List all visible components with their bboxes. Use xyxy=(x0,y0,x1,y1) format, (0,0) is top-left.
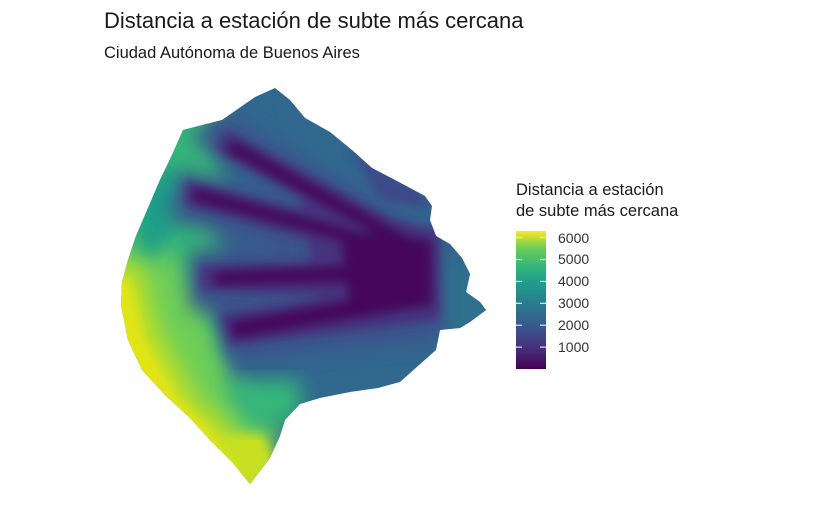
legend-tick-label: 3000 xyxy=(558,295,590,312)
legend: Distancia a estación de subte más cercan… xyxy=(516,180,736,395)
legend-tick-label: 4000 xyxy=(558,273,590,290)
legend-title: Distancia a estación de subte más cercan… xyxy=(516,180,678,222)
map-title: Distancia a estación de subte más cercan… xyxy=(104,8,524,33)
legend-title-line1: Distancia a estación xyxy=(516,181,664,199)
map-subtitle: Ciudad Autónoma de Buenos Aires xyxy=(104,44,360,62)
legend-tick-label: 1000 xyxy=(558,339,590,356)
legend-title-line2: de subte más cercana xyxy=(516,202,679,220)
legend-tick-label: 6000 xyxy=(558,229,590,246)
legend-tick-label: 5000 xyxy=(558,251,590,268)
legend-tick-label: 2000 xyxy=(558,317,590,334)
legend-colorbar xyxy=(516,231,546,369)
